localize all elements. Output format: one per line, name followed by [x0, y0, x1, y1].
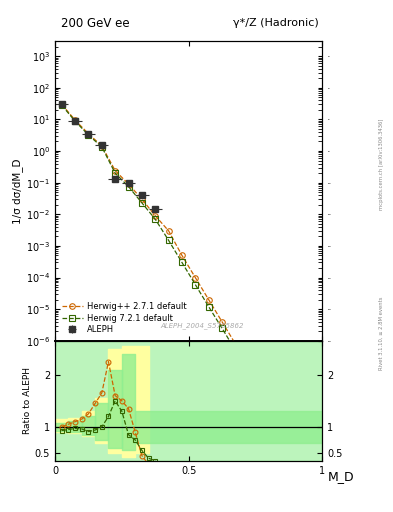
Line: Herwig 7.2.1 default: Herwig 7.2.1 default [59, 102, 252, 377]
Text: γ*/Z (Hadronic): γ*/Z (Hadronic) [233, 18, 318, 28]
Herwig 7.2.1 default [99, 144, 104, 150]
Herwig++ 2.7.1 default [233, 341, 238, 347]
Herwig 7.2.1 default [193, 282, 198, 288]
Line: Herwig++ 2.7.1 default: Herwig++ 2.7.1 default [59, 101, 292, 439]
Herwig 7.2.1 default [59, 102, 64, 108]
Herwig 7.2.1 default [166, 237, 171, 243]
Y-axis label: 1/σ dσ/dM_D: 1/σ dσ/dM_D [12, 158, 23, 224]
Herwig++ 2.7.1 default [166, 228, 171, 234]
Herwig 7.2.1 default [220, 325, 224, 331]
Herwig++ 2.7.1 default [153, 212, 158, 219]
Herwig 7.2.1 default [86, 132, 91, 138]
Herwig++ 2.7.1 default [86, 131, 91, 137]
Herwig 7.2.1 default [73, 118, 77, 124]
Herwig++ 2.7.1 default [273, 411, 278, 417]
Herwig++ 2.7.1 default [260, 386, 264, 392]
Herwig 7.2.1 default [233, 347, 238, 353]
Herwig++ 2.7.1 default [180, 252, 184, 259]
Herwig 7.2.1 default [246, 371, 251, 377]
Herwig++ 2.7.1 default [220, 319, 224, 325]
Herwig++ 2.7.1 default [113, 167, 118, 174]
Herwig 7.2.1 default [153, 216, 158, 222]
Text: 200 GeV ee: 200 GeV ee [61, 16, 130, 30]
Herwig++ 2.7.1 default [246, 364, 251, 370]
Herwig 7.2.1 default [206, 304, 211, 310]
Herwig 7.2.1 default [180, 260, 184, 266]
Text: ALEPH_2004_S5765862: ALEPH_2004_S5765862 [160, 322, 244, 329]
Herwig++ 2.7.1 default [193, 274, 198, 281]
Herwig++ 2.7.1 default [286, 433, 291, 439]
Herwig++ 2.7.1 default [73, 117, 77, 123]
Text: mcplots.cern.ch [arXiv:1306.3436]: mcplots.cern.ch [arXiv:1306.3436] [379, 118, 384, 209]
Herwig 7.2.1 default [126, 183, 131, 189]
Herwig++ 2.7.1 default [206, 296, 211, 303]
Y-axis label: Ratio to ALEPH: Ratio to ALEPH [23, 367, 32, 434]
Text: Rivet 3.1.10, ≥ 2.8M events: Rivet 3.1.10, ≥ 2.8M events [379, 296, 384, 370]
Herwig++ 2.7.1 default [140, 196, 144, 202]
Text: M_D: M_D [328, 471, 354, 483]
Herwig++ 2.7.1 default [126, 181, 131, 187]
Herwig++ 2.7.1 default [59, 101, 64, 108]
Legend: Herwig++ 2.7.1 default, Herwig 7.2.1 default, ALEPH: Herwig++ 2.7.1 default, Herwig 7.2.1 def… [59, 300, 189, 337]
Herwig 7.2.1 default [113, 170, 118, 176]
Herwig 7.2.1 default [140, 200, 144, 206]
Herwig++ 2.7.1 default [99, 143, 104, 149]
